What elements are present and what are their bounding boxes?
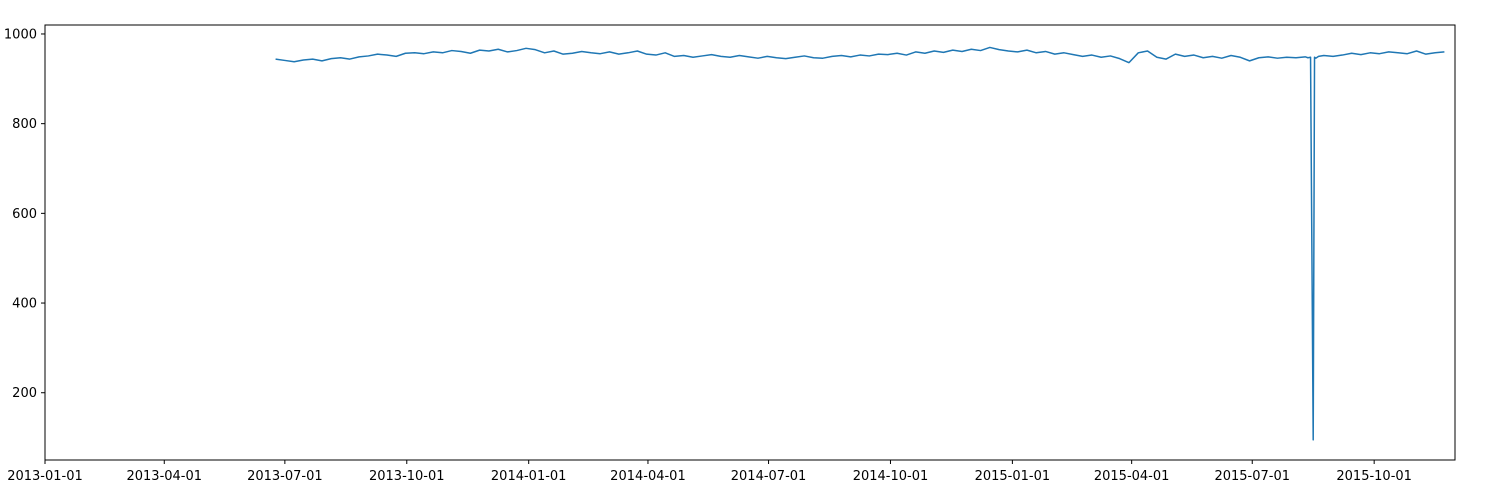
y-tick-label: 1000 [4,27,37,42]
x-tick-label: 2015-04-01 [1094,469,1170,484]
axes-frame [44,24,1456,461]
x-tick-label: 2014-01-01 [491,469,567,484]
y-tick-label: 600 [12,207,37,222]
series-layer [275,46,1445,441]
x-tick-label: 2013-07-01 [247,469,323,484]
series-line [275,46,1445,441]
y-axis-ticks: 200 400 600 800 1000 [4,27,45,401]
plot-area [45,25,1455,460]
y-tick-label: 400 [12,297,37,312]
x-tick-label: 2013-10-01 [369,469,445,484]
x-tick-label: 2014-10-01 [853,469,929,484]
x-tick-label: 2013-04-01 [126,469,202,484]
y-tick-label: 800 [12,117,37,132]
y-tick-label: 200 [12,386,37,401]
x-axis-ticks: 2013-01-01 2013-04-01 2013-07-01 2013-10-01… [7,460,1412,484]
x-tick-label: 2013-01-01 [7,469,83,484]
x-tick-label: 2014-07-01 [731,469,807,484]
x-tick-label: 2014-04-01 [610,469,686,484]
x-tick-label: 2015-07-01 [1214,469,1290,484]
x-tick-label: 2015-10-01 [1336,469,1412,484]
x-tick-label: 2015-01-01 [975,469,1051,484]
